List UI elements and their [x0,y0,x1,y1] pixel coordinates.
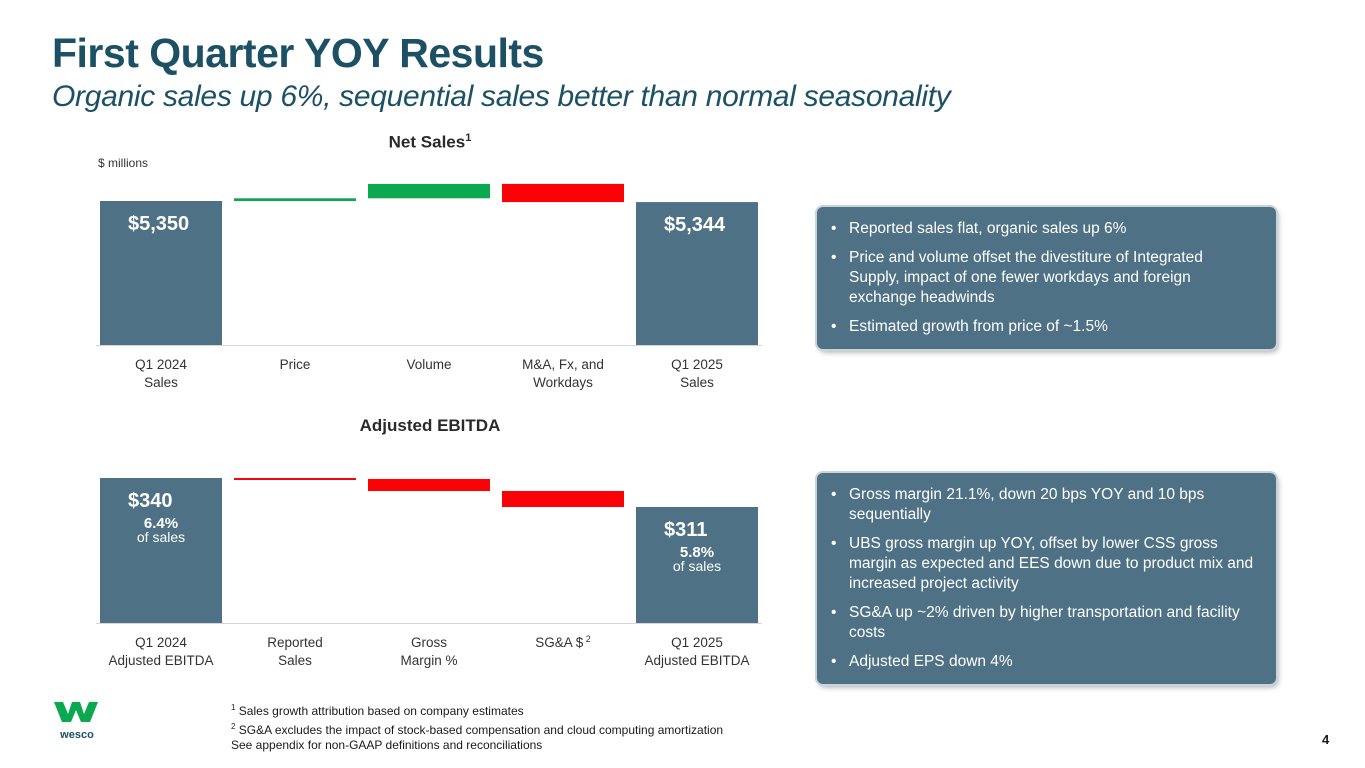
bar-3 [502,183,624,203]
footnotes: 1 Sales growth attribution based on comp… [231,700,723,753]
category-footnote-marker: 2 [583,634,591,644]
bar-data-label: $5,344 [664,214,726,236]
page-subtitle: Organic sales up 6%, sequential sales be… [52,80,951,113]
footnote-line: See appendix for non-GAAP definitions an… [231,738,723,753]
category-tick-label: Q1 2025 [671,635,723,650]
ebitda-callout: Gross margin 21.1%, down 20 bps YOY and … [817,473,1276,684]
callout-bullet: Reported sales flat, organic sales up 6% [831,219,1256,239]
bar-2 [368,183,490,199]
wesco-logo-text: wesco [60,729,94,741]
category-tick-label: M&A, Fx, and [522,357,604,372]
net-sales-waterfall-chart: $5,350 Q1 2024 Sales Price Volume M&A, Fx, an… [96,183,762,390]
bar-percent-label: 6.4% [144,515,178,532]
bar-data-label: $340 [128,490,173,512]
units-label: $ millions [98,156,149,170]
footnote-marker: 2 [231,722,236,731]
net-sales-chart-title: Net Sales1 [388,132,472,152]
category-tick-label: Adjusted EBITDA [644,653,749,668]
footnote-line: 1 Sales growth attribution based on comp… [231,700,723,719]
category-tick-label: Q1 2025 [671,357,723,372]
bar-1 [234,478,356,480]
bar-2 [368,479,490,491]
category-tick-label: Workdays [533,375,593,390]
footnote-marker: 1 [231,703,236,712]
callout-bullet: Price and volume offset the divestiture … [831,248,1256,308]
bar-data-label: $5,350 [128,213,189,235]
callout-bullet: SG&A up ~2% driven by higher transportat… [831,603,1256,643]
page-number: 4 [1322,732,1330,747]
category-tick-label: Q1 2024 [135,357,187,372]
footnote-text: Sales growth attribution based on compan… [238,704,524,718]
category-tick-label: Q1 2024 [135,635,187,650]
wesco-logo: wesco [54,702,100,741]
category-tick-label: Sales [278,653,312,668]
ebitda-chart-title: Adjusted EBITDA [359,416,501,435]
bar-percent-caption: of sales [673,558,721,574]
callout-bullet: Gross margin 21.1%, down 20 bps YOY and … [831,485,1256,525]
category-tick-label: Sales [680,375,714,390]
bar-1 [234,198,356,201]
bar-4 [636,202,758,345]
callout-bullet: UBS gross margin up YOY, offset by lower… [831,534,1256,594]
category-tick-label: Sales [144,375,178,390]
bar-percent-caption: of sales [137,529,185,545]
bar-0 [100,478,222,623]
category-tick-label: Adjusted EBITDA [108,653,213,668]
net-sales-callout: Reported sales flat, organic sales up 6%… [817,207,1276,349]
category-tick-label: Price [280,357,311,372]
bar-percent-label: 5.8% [680,544,714,561]
category-tick-label: Gross [411,635,447,650]
bar-0 [100,201,222,345]
footnote-text: See appendix for non-GAAP definitions an… [231,738,543,752]
bar-3 [502,491,624,507]
wesco-logo-icon [54,702,98,722]
callout-bullet: Adjusted EPS down 4% [831,652,1256,672]
category-tick-label: SG&A $ 2 [535,634,591,650]
page-title: First Quarter YOY Results [52,30,544,76]
footnote-text: SG&A excludes the impact of stock-based … [238,723,724,737]
bar-4 [636,507,758,623]
footnote-line: 2 SG&A excludes the impact of stock-base… [231,719,723,738]
category-tick-label: Margin % [400,653,457,668]
category-tick-label: Volume [406,357,451,372]
callout-bullet: Estimated growth from price of ~1.5% [831,317,1256,337]
bar-data-label: $311 [664,519,707,541]
category-tick-label: Reported [267,635,323,650]
